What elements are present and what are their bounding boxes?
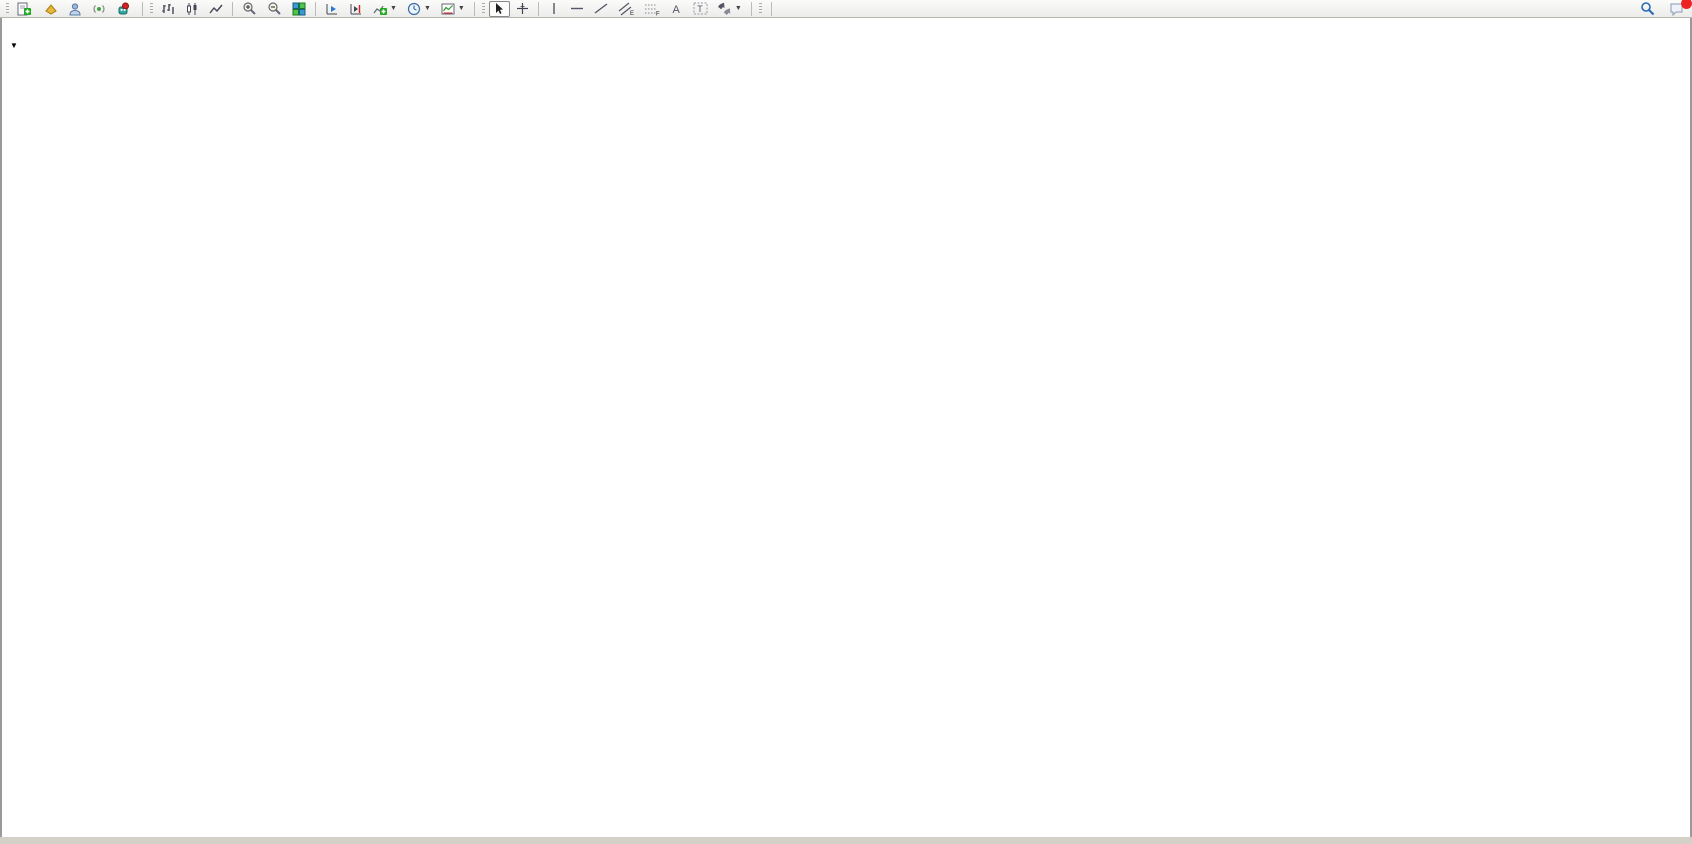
search-button[interactable] xyxy=(1636,1,1659,17)
vertical-line-button[interactable] xyxy=(544,1,564,17)
arrows-icon xyxy=(717,2,731,15)
line-chart-icon xyxy=(209,4,223,13)
trendline-icon xyxy=(594,3,608,14)
periods-icon xyxy=(407,2,421,15)
zoom-in-icon xyxy=(243,2,256,15)
chart-window[interactable]: ▼ xyxy=(0,18,1692,837)
search-icon xyxy=(1641,2,1655,16)
notification-badge xyxy=(1681,0,1692,9)
signals-button[interactable] xyxy=(88,1,110,17)
text-button[interactable]: A xyxy=(666,1,687,17)
toolbar-grip[interactable] xyxy=(6,2,9,15)
chevron-down-icon: ▼ xyxy=(390,5,397,12)
toolbar-separator xyxy=(142,1,143,16)
crosshair-icon xyxy=(516,3,528,14)
zoom-out-button[interactable] xyxy=(263,1,286,17)
text-label-button[interactable]: T xyxy=(689,1,712,17)
bar-chart-button[interactable] xyxy=(157,1,179,17)
templates-icon xyxy=(441,3,455,14)
toolbar-separator xyxy=(770,1,772,16)
fibonacci-icon: F xyxy=(644,4,660,16)
svg-text:A: A xyxy=(672,4,680,15)
toolbar-separator xyxy=(315,1,316,16)
zoom-in-button[interactable] xyxy=(238,1,261,17)
toolbar: ▼ ▼ ▼ xyxy=(0,0,1692,18)
toolbar-grip[interactable] xyxy=(150,2,153,15)
toolbar-right-group xyxy=(1636,0,1692,17)
new-order-icon xyxy=(17,2,31,15)
chevron-down-icon: ▼ xyxy=(457,5,465,12)
toolbar-grip[interactable] xyxy=(758,2,762,15)
equidistant-channel-icon: E xyxy=(618,2,634,16)
market-watch-button[interactable] xyxy=(40,1,62,17)
candlestick-chart-icon xyxy=(187,2,197,15)
chevron-down-icon: ▼ xyxy=(734,5,742,12)
chevron-down-icon: ▼ xyxy=(423,5,431,12)
crosshair-button[interactable] xyxy=(512,1,533,17)
horizontal-line-button[interactable] xyxy=(566,1,588,17)
tile-windows-icon xyxy=(292,2,306,15)
accounts-button[interactable] xyxy=(64,1,86,17)
text-icon: A xyxy=(672,4,680,15)
signals-icon xyxy=(93,4,105,13)
vertical-line-icon xyxy=(553,3,555,14)
chart-title: ▼ xyxy=(10,40,24,52)
indicators-icon xyxy=(373,5,387,15)
toolbar-grip[interactable] xyxy=(481,2,485,15)
text-label-icon: T xyxy=(693,2,708,15)
toolbar-separator xyxy=(232,1,233,16)
equidistant-channel-button[interactable]: E xyxy=(614,1,638,17)
new-order-button[interactable] xyxy=(13,1,38,17)
auto-trading-icon xyxy=(118,2,129,14)
chart-canvas[interactable] xyxy=(2,18,1692,837)
toolbar-separator xyxy=(473,1,475,16)
auto-scroll-icon xyxy=(326,3,337,14)
fibonacci-button[interactable]: F xyxy=(640,1,664,17)
line-chart-button[interactable] xyxy=(205,1,227,17)
indicators-button[interactable]: ▼ xyxy=(369,1,401,17)
toolbar-separator xyxy=(750,1,752,16)
chart-shift-button[interactable] xyxy=(345,1,367,17)
arrows-button[interactable]: ▼ xyxy=(714,1,746,17)
bar-chart-icon xyxy=(162,3,174,14)
zoom-out-icon xyxy=(268,2,281,15)
auto-trading-button[interactable] xyxy=(112,1,137,17)
toolbar-separator xyxy=(537,1,539,16)
tile-windows-button[interactable] xyxy=(288,1,310,17)
chart-shift-icon xyxy=(350,3,361,14)
chat-button[interactable] xyxy=(1665,0,1692,17)
horizontal-line-icon xyxy=(570,7,583,10)
accounts-icon xyxy=(69,2,81,15)
auto-scroll-button[interactable] xyxy=(321,1,343,17)
market-watch-icon xyxy=(45,3,57,15)
cursor-icon xyxy=(495,3,503,14)
chart-collapse-icon[interactable]: ▼ xyxy=(10,41,18,50)
periods-button[interactable]: ▼ xyxy=(403,1,435,17)
candlestick-chart-button[interactable] xyxy=(181,1,203,17)
window-bottom-edge xyxy=(0,837,1692,844)
cursor-button[interactable] xyxy=(488,0,510,17)
svg-text:F: F xyxy=(656,11,660,16)
trendline-button[interactable] xyxy=(590,1,612,17)
svg-text:T: T xyxy=(697,4,703,14)
svg-text:E: E xyxy=(630,11,634,16)
templates-button[interactable]: ▼ xyxy=(437,1,469,17)
